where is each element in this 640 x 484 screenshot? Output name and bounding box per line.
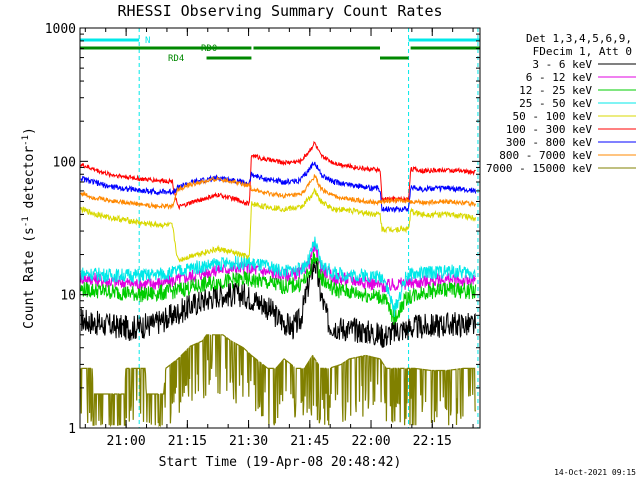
x-tick-label-0: 21:00: [107, 434, 146, 449]
state-bar-label-rd0: RD0: [201, 44, 217, 54]
y-axis-label-end: ): [22, 127, 37, 135]
series-line-6: [80, 161, 477, 214]
series-line-5: [80, 140, 476, 211]
y-axis-label: Count Rate (s-1 detector-1): [21, 127, 37, 329]
legend-label-3: 25 - 50 keV: [519, 97, 592, 110]
legend-label-2: 12 - 25 keV: [519, 84, 592, 97]
series-line-8: [80, 334, 477, 428]
state-bar-label-n: N: [145, 36, 150, 46]
legend-label-5: 100 - 300 keV: [506, 123, 592, 136]
y-tick-label-3: 1000: [45, 22, 76, 37]
chart-title: RHESSI Observing Summary Count Rates: [117, 2, 442, 20]
x-axis-label: Start Time (19-Apr-08 20:48:42): [159, 455, 402, 470]
x-tick-label-3: 21:45: [290, 434, 329, 449]
series-line-7: [80, 174, 477, 210]
legend-label-4: 50 - 100 keV: [513, 110, 593, 123]
legend-header-line-2: FDecim 1, Att 0: [533, 45, 632, 58]
legend-label-1: 6 - 12 keV: [526, 71, 593, 84]
y-tick-label-1: 10: [60, 289, 76, 304]
legend: Det 1,3,4,5,6,9, FDecim 1, Att 0 3 - 6 k…: [486, 32, 636, 175]
legend-label-7: 800 - 7000 keV: [499, 149, 592, 162]
render-timestamp: 14-Oct-2021 09:15: [554, 468, 636, 477]
y-axis-label-exp2: -1: [21, 135, 31, 146]
y-axis-label-exp1: -1: [21, 216, 31, 227]
y-tick-label-0: 1: [68, 422, 76, 437]
x-tick-label-5: 22:15: [413, 434, 452, 449]
y-axis-label-main: Count Rate (s: [22, 227, 37, 329]
series-line-4: [80, 187, 477, 263]
x-tick-label-2: 21:30: [229, 434, 268, 449]
y-axis-label-mid: detector: [22, 146, 37, 217]
x-tick-label-4: 22:00: [351, 434, 390, 449]
series-line-0: [80, 257, 477, 349]
legend-label-8: 7000 - 15000 keV: [486, 162, 592, 175]
legend-header-line-1: Det 1,3,4,5,6,9,: [526, 32, 632, 45]
legend-label-6: 300 - 800 keV: [506, 136, 592, 149]
plot-frame: [79, 27, 481, 429]
axis-layer: 21:00 21:15 21:30 21:45 22:00 22:15 1 10 100 1000: [45, 22, 480, 449]
series-line-2: [80, 252, 477, 325]
x-tick-label-1: 21:15: [168, 434, 207, 449]
state-bar-label-rd4: RD4: [168, 54, 184, 64]
legend-label-0: 3 - 6 keV: [532, 58, 592, 71]
y-tick-label-2: 100: [53, 155, 76, 170]
series-line-3: [80, 236, 477, 318]
data-layer: N RD0 RD4: [79, 28, 480, 428]
